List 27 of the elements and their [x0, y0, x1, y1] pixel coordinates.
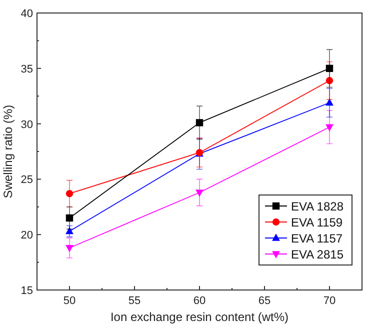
- point: [326, 98, 334, 106]
- point: [326, 124, 334, 132]
- x-tick-label: 70: [323, 295, 336, 307]
- y-tick-label: 35: [20, 63, 33, 76]
- y-axis-title: Swelling ratio (%): [1, 104, 15, 198]
- y-tick-label: 30: [20, 118, 33, 131]
- legend-label: EVA 1157: [291, 232, 343, 246]
- point: [326, 76, 334, 84]
- point: [66, 190, 74, 198]
- x-tick-label: 55: [128, 295, 141, 307]
- point: [196, 190, 204, 197]
- y-tick-label: 25: [20, 174, 33, 186]
- y-tick-label: 40: [20, 8, 33, 20]
- x-tick-label: 50: [63, 295, 76, 307]
- point: [326, 64, 334, 72]
- point: [66, 226, 74, 234]
- x-tick-label: 60: [193, 295, 206, 307]
- x-axis-title: Ion exchange resin content (wt%): [110, 310, 289, 324]
- y-tick-label: 15: [20, 285, 33, 297]
- point: [66, 245, 74, 252]
- legend-label: EVA 1828: [291, 200, 344, 214]
- legend-label: EVA 1159: [291, 216, 343, 230]
- point: [66, 214, 74, 222]
- point: [196, 119, 204, 126]
- y-tick-label: 20: [20, 230, 33, 242]
- legend-label: EVA 2815: [291, 248, 344, 262]
- x-tick-label: 65: [258, 295, 271, 307]
